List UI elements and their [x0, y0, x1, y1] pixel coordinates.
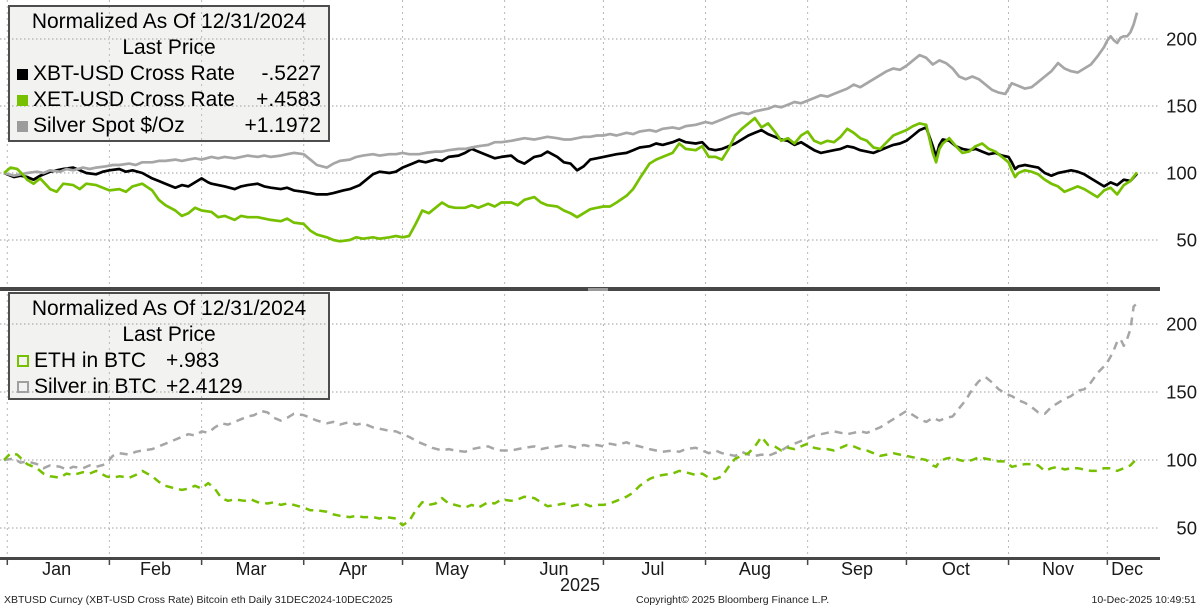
eth-btc-series-marker-icon: [17, 355, 29, 367]
silver-series-marker-icon: [17, 120, 28, 132]
series-value: +.983: [166, 349, 220, 372]
svg-text:200: 200: [1166, 29, 1197, 50]
legend-row-eth-in-btc[interactable]: ETH in BTC +.983: [10, 348, 328, 374]
svg-text:Aug: Aug: [739, 559, 771, 579]
series-value: -.5227: [261, 62, 321, 85]
bottom-legend: Normalized As Of 12/31/2024 Last Price E…: [8, 292, 330, 400]
svg-text:150: 150: [1166, 96, 1197, 117]
footer-security-description: XBTUSD Curncy (XBT-USD Cross Rate) Bitco…: [4, 594, 393, 606]
legend-title: Normalized As Of 12/31/2024: [31, 297, 307, 320]
panel-resize-handle[interactable]: [588, 288, 608, 291]
series-value: +.4583: [256, 88, 321, 111]
series-label: XET-USD Cross Rate: [33, 88, 235, 111]
xbt-series-marker-icon: [17, 68, 28, 80]
series-value: +1.1972: [244, 114, 322, 137]
svg-text:May: May: [435, 559, 469, 579]
svg-text:Feb: Feb: [140, 559, 171, 579]
svg-text:Jun: Jun: [540, 559, 569, 579]
top-legend: Normalized As Of 12/31/2024 Last Price X…: [8, 5, 330, 142]
legend-row-silver-spot[interactable]: Silver Spot $/Oz +1.1972: [10, 113, 328, 139]
legend-row-xet-usd[interactable]: XET-USD Cross Rate +.4583: [10, 87, 328, 113]
svg-text:Sep: Sep: [841, 559, 873, 579]
series-label: Silver in BTC: [34, 375, 157, 398]
svg-text:Oct: Oct: [942, 559, 970, 579]
legend-title: Normalized As Of 12/31/2024: [31, 10, 307, 33]
series-label: Silver Spot $/Oz: [33, 114, 185, 137]
series-label: ETH in BTC: [34, 349, 147, 372]
series-value: +2.4129: [166, 375, 243, 398]
legend-row-silver-in-btc[interactable]: Silver in BTC +2.4129: [10, 374, 328, 400]
svg-text:Nov: Nov: [1042, 559, 1074, 579]
svg-text:Apr: Apr: [339, 559, 367, 579]
svg-text:Mar: Mar: [236, 559, 267, 579]
svg-text:100: 100: [1166, 450, 1197, 471]
svg-text:100: 100: [1166, 163, 1197, 184]
svg-text:200: 200: [1166, 314, 1197, 335]
footer-timestamp: 10-Dec-2025 10:49:51: [1091, 594, 1197, 606]
svg-text:2025: 2025: [560, 575, 600, 595]
series-label: XBT-USD Cross Rate: [33, 62, 235, 85]
silver-btc-series-marker-icon: [17, 381, 29, 393]
svg-text:Jul: Jul: [641, 559, 664, 579]
xet-series-marker-icon: [17, 94, 28, 106]
footer-copyright: Copyright© 2025 Bloomberg Finance L.P.: [636, 594, 830, 606]
svg-text:50: 50: [1176, 518, 1197, 539]
svg-text:50: 50: [1176, 230, 1197, 251]
svg-text:150: 150: [1166, 382, 1197, 403]
svg-text:Jan: Jan: [42, 559, 71, 579]
legend-subtitle: Last Price: [122, 36, 216, 59]
legend-subtitle: Last Price: [122, 323, 216, 346]
legend-row-xbt-usd[interactable]: XBT-USD Cross Rate -.5227: [10, 61, 328, 87]
svg-text:Dec: Dec: [1111, 559, 1143, 579]
